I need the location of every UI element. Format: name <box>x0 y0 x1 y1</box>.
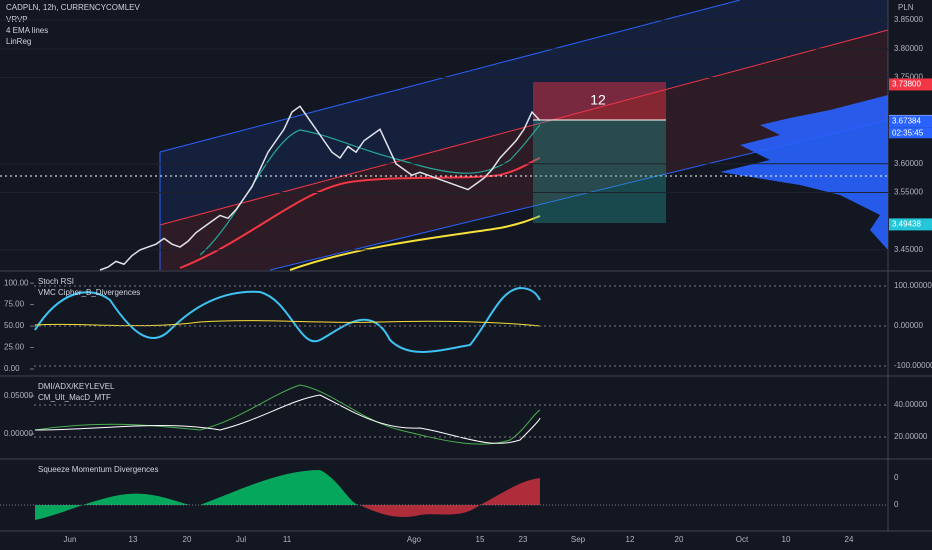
x-tick-label: 12 <box>626 535 635 544</box>
y2-tick-label: 0.00000 <box>894 321 923 330</box>
y2-tick-label: 20.00000 <box>894 432 928 441</box>
ema-line <box>289 215 541 271</box>
x-tick-label: 20 <box>675 535 684 544</box>
y-tick-label: 75.00 <box>4 300 25 309</box>
channel-lower <box>160 30 888 270</box>
y-tick-label: 100.00 <box>4 278 29 287</box>
x-tick-label: 23 <box>519 535 528 544</box>
y-tick-label: 3.45000 <box>894 245 923 254</box>
x-tick-label: Jul <box>236 535 246 544</box>
y-tick-label: 3.75000 <box>894 73 923 82</box>
ema-line <box>179 157 541 269</box>
pane-label: CM_Ult_MacD_MTF <box>38 393 111 402</box>
y-tick-label: 3.85000 <box>894 15 923 24</box>
y-tick-label: 50.00 <box>4 321 25 330</box>
pane-label: VMC Cipher_B_Divergences <box>38 288 140 297</box>
price-line <box>99 105 541 271</box>
y2-label: 0 <box>894 473 899 482</box>
squeeze-histogram <box>35 470 360 520</box>
stop-zone <box>533 82 666 120</box>
price-tag <box>889 78 932 91</box>
price-tag <box>889 218 932 231</box>
price-tag-label: 3.67384 <box>892 116 921 125</box>
y-tick-label: 3.55000 <box>894 188 923 197</box>
stoch-line <box>34 286 541 353</box>
y-tick-label: 3.80000 <box>894 44 923 53</box>
symbol: CADPLN, 12h, CURRENCYCOMLEV <box>6 3 140 12</box>
target-zone <box>533 120 666 223</box>
y2-label: 0 <box>894 500 899 509</box>
x-tick-label: 10 <box>782 535 791 544</box>
x-tick-label: 15 <box>476 535 485 544</box>
position-label: 12 <box>590 92 606 108</box>
dmi-line <box>34 394 541 444</box>
y-tick-label: 0.00000 <box>4 429 33 438</box>
pane-label: DMI/ADX/KEYLEVEL <box>38 382 115 391</box>
x-tick-label: Ago <box>407 535 422 544</box>
x-tick-label: 13 <box>129 535 138 544</box>
indicator-label: LinReg <box>6 37 31 46</box>
y-tick-label: 0.00 <box>4 364 20 373</box>
x-tick-label: Jun <box>64 535 77 544</box>
x-tick-label: 11 <box>283 535 292 544</box>
channel-upper <box>160 0 888 225</box>
x-tick-label: Oct <box>736 535 749 544</box>
stoch-line <box>34 320 541 327</box>
x-tick-label: Sep <box>571 535 586 544</box>
price-tag-label: 3.49438 <box>892 220 921 229</box>
y2-tick-label: 40.00000 <box>894 400 928 409</box>
currency: PLN <box>898 3 914 12</box>
x-tick-label: 20 <box>183 535 192 544</box>
y-tick-label: 3.60000 <box>894 159 923 168</box>
indicator-label: 4 EMA lines <box>6 26 48 35</box>
y-tick-label: 0.05000 <box>4 391 33 400</box>
y2-tick-label: -100.00000 <box>894 361 932 370</box>
x-tick-label: 24 <box>845 535 854 544</box>
dmi-line <box>34 384 541 445</box>
countdown-bg <box>889 127 932 139</box>
price-tag-label: 3.73800 <box>892 80 921 89</box>
pane-label: Stoch RSI <box>38 277 74 286</box>
pane-label: Squeeze Momentum Divergences <box>38 465 159 474</box>
y2-tick-label: 100.00000 <box>894 281 932 290</box>
countdown: 02:35:45 <box>892 128 924 137</box>
y-tick-label: 25.00 <box>4 343 25 352</box>
squeeze-histogram <box>360 478 540 517</box>
price-tag <box>889 115 932 128</box>
channel-line <box>159 0 741 153</box>
volume-profile <box>720 95 888 250</box>
ema-line <box>199 124 541 256</box>
